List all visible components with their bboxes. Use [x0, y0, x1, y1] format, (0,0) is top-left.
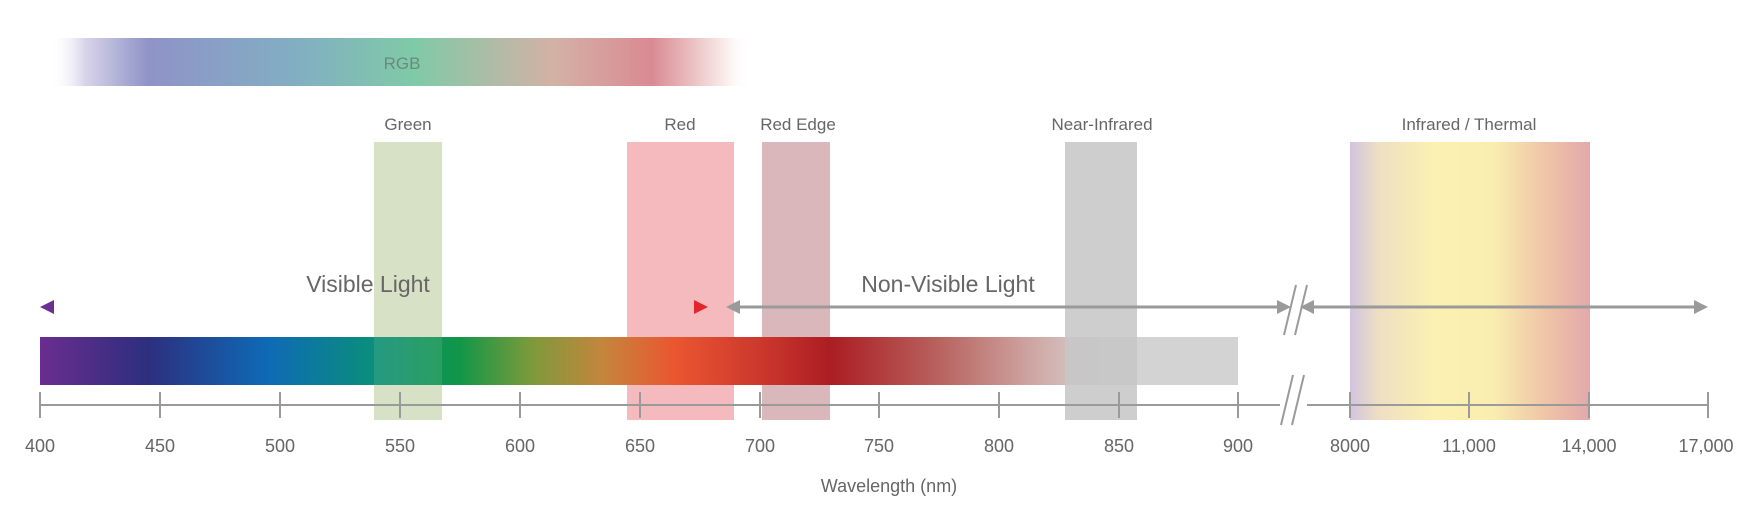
axis-break-arrow [1283, 284, 1308, 336]
band-label-near-infrared: Near-Infrared [1051, 115, 1152, 134]
band-label-green: Green [384, 115, 431, 134]
tick-label: 11,000 [1442, 436, 1496, 456]
tick-label: 17,000 [1678, 436, 1733, 456]
non-visible-light-arrow [726, 300, 1708, 314]
tick-label: 750 [864, 436, 894, 456]
rgb-label: RGB [384, 54, 421, 73]
tick-label: 700 [745, 436, 775, 456]
band-label-red: Red [664, 115, 695, 134]
band-label-thermal: Infrared / Thermal [1402, 115, 1537, 134]
tick-label: 500 [265, 436, 295, 456]
band-label-red-edge: Red Edge [760, 115, 836, 134]
axis-break [1280, 374, 1305, 426]
tick-label: 600 [505, 436, 535, 456]
thermal-band [1350, 142, 1590, 420]
tick-label: 450 [145, 436, 175, 456]
tick-label: 650 [625, 436, 655, 456]
non-visible-light-label: Non-Visible Light [861, 271, 1035, 297]
tick-label: 14,000 [1561, 436, 1616, 456]
visible-light-arrow [40, 300, 708, 314]
tick-label: 850 [1104, 436, 1134, 456]
tick-label: 800 [984, 436, 1014, 456]
tick-label: 550 [385, 436, 415, 456]
tick-label: 400 [25, 436, 55, 456]
axis-title: Wavelength (nm) [821, 476, 957, 496]
rgb-band [50, 38, 750, 86]
visible-light-label: Visible Light [306, 271, 430, 297]
tick-label: 8000 [1330, 436, 1370, 456]
tick-marks [39, 392, 1709, 418]
spectrum-bar [40, 337, 1238, 385]
tick-label: 900 [1223, 436, 1253, 456]
